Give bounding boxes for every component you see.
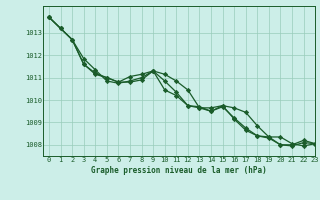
X-axis label: Graphe pression niveau de la mer (hPa): Graphe pression niveau de la mer (hPa)	[91, 166, 267, 175]
